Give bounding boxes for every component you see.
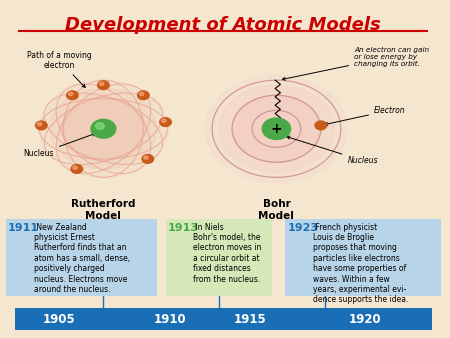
Circle shape [37, 122, 42, 126]
Circle shape [61, 97, 145, 161]
Text: Rutherford
Model: Rutherford Model [71, 199, 135, 221]
Circle shape [91, 119, 116, 138]
Text: Nucleus: Nucleus [23, 133, 95, 159]
Text: Development of Atomic Models: Development of Atomic Models [65, 17, 381, 34]
Circle shape [142, 154, 153, 163]
Text: 1913: 1913 [168, 223, 199, 233]
Circle shape [144, 156, 148, 159]
Text: New Zealand
physicist Ernest
Rutherford finds that an
atom has a small, dense,
p: New Zealand physicist Ernest Rutherford … [34, 223, 130, 294]
Text: In Niels
Bohr's model, the
electron moves in
a circular orbit at
fixed distances: In Niels Bohr's model, the electron move… [194, 223, 262, 284]
Text: Nucleus: Nucleus [287, 136, 378, 165]
Circle shape [36, 121, 47, 130]
Text: Bohr
Model: Bohr Model [258, 199, 294, 221]
Circle shape [160, 118, 171, 126]
Circle shape [232, 95, 321, 162]
Text: +: + [270, 122, 282, 136]
Circle shape [50, 89, 157, 169]
Circle shape [71, 165, 82, 173]
Circle shape [140, 92, 144, 96]
Text: 1911: 1911 [8, 223, 39, 233]
Circle shape [95, 123, 104, 129]
Text: 1920: 1920 [349, 313, 382, 326]
Circle shape [219, 85, 334, 172]
Circle shape [67, 91, 78, 100]
Circle shape [99, 82, 104, 86]
Text: 1905: 1905 [43, 313, 76, 326]
Circle shape [98, 81, 109, 90]
FancyBboxPatch shape [166, 219, 272, 296]
Circle shape [138, 91, 149, 100]
Circle shape [162, 119, 166, 122]
FancyBboxPatch shape [285, 219, 441, 296]
Text: An electron can gain
or lose energy by
changing its orbit.: An electron can gain or lose energy by c… [283, 47, 429, 80]
Circle shape [206, 75, 347, 183]
Circle shape [68, 92, 73, 96]
Text: Path of a moving
electron: Path of a moving electron [27, 51, 91, 88]
Text: French physicist
Louis de Broglie
proposes that moving
particles like electrons
: French physicist Louis de Broglie propos… [313, 223, 409, 305]
FancyBboxPatch shape [6, 219, 157, 296]
Text: 1923: 1923 [288, 223, 319, 233]
Circle shape [262, 118, 291, 140]
Text: Electron: Electron [324, 106, 405, 125]
FancyBboxPatch shape [15, 308, 432, 330]
Text: 1915: 1915 [234, 313, 266, 326]
Text: 1910: 1910 [153, 313, 186, 326]
Circle shape [39, 80, 168, 177]
Circle shape [315, 121, 327, 130]
Circle shape [73, 166, 77, 169]
